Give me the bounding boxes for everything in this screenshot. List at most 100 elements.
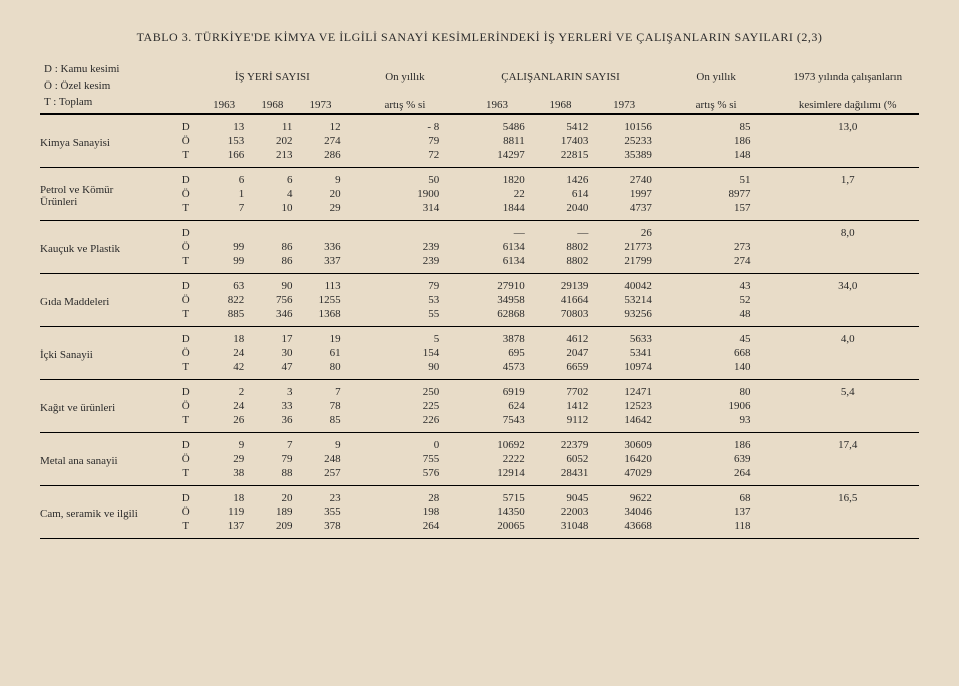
cell: 28431: [529, 466, 593, 486]
cell: [443, 326, 465, 346]
cell: [755, 505, 777, 519]
cell: [656, 307, 678, 327]
header-dist-top: 1973 yılında çalışanların: [776, 59, 919, 85]
cell: 24: [200, 399, 248, 413]
cell: 26: [200, 413, 248, 433]
cell: [443, 148, 465, 168]
cell: 86: [248, 240, 296, 254]
cell: 336: [296, 240, 344, 254]
cell: 264: [367, 519, 444, 539]
cell: [755, 432, 777, 452]
cell: [755, 134, 777, 148]
cell: 8811: [465, 134, 529, 148]
cell: [656, 220, 678, 240]
cell: 2740: [592, 167, 656, 187]
cell: 9112: [529, 413, 593, 433]
cell: 10692: [465, 432, 529, 452]
cell: 137: [200, 519, 248, 539]
cell: —: [465, 220, 529, 240]
sector-block: Kimya SanayisiD131112- 85486541210156851…: [40, 114, 919, 168]
cell: 337: [296, 254, 344, 274]
legend-d: D : Kamu kesimi: [44, 63, 119, 75]
cell: [656, 134, 678, 148]
cell: [345, 254, 367, 274]
cell: D: [172, 167, 200, 187]
sector-block: Metal ana sanayiiD9790106922237930609186…: [40, 432, 919, 485]
header-growth2-top: On yıllık: [678, 59, 755, 85]
cell: [367, 220, 444, 240]
cell: 7702: [529, 379, 593, 399]
cell: [656, 148, 678, 168]
cell: [345, 134, 367, 148]
cell: 2: [200, 379, 248, 399]
percent-cell: 16,5: [776, 485, 919, 538]
cell: 34958: [465, 293, 529, 307]
cell: 8802: [529, 254, 593, 274]
cell: 78: [296, 399, 344, 413]
cell: 346: [248, 307, 296, 327]
cell: Ö: [172, 452, 200, 466]
cell: 29: [200, 452, 248, 466]
cell: 225: [367, 399, 444, 413]
cell: 1820: [465, 167, 529, 187]
cell: 624: [465, 399, 529, 413]
cell: 378: [296, 519, 344, 539]
cell: 189: [248, 505, 296, 519]
cell: [656, 114, 678, 134]
cell: 3: [248, 379, 296, 399]
percent-cell: 34,0: [776, 273, 919, 326]
cell: [443, 220, 465, 240]
cell: 213: [248, 148, 296, 168]
table-row: Metal ana sanayiiD9790106922237930609186…: [40, 432, 919, 452]
cell: T: [172, 519, 200, 539]
cell: 18: [200, 485, 248, 505]
cell: 5486: [465, 114, 529, 134]
cell: 10974: [592, 360, 656, 380]
cell: 17403: [529, 134, 593, 148]
cell: 209: [248, 519, 296, 539]
percent-cell: 8,0: [776, 220, 919, 273]
cell: 355: [296, 505, 344, 519]
cell: [443, 399, 465, 413]
cell: 8977: [678, 187, 755, 201]
cell: 154: [367, 346, 444, 360]
cell: 186: [678, 134, 755, 148]
cell: D: [172, 114, 200, 134]
header-growth2-bot: artış % si: [678, 85, 755, 113]
cell: 30: [248, 346, 296, 360]
cell: 5341: [592, 346, 656, 360]
cell: 63: [200, 273, 248, 293]
sector-block: Kağıt ve ürünleriD2372506919770212471805…: [40, 379, 919, 432]
table-row: Kauçuk ve PlastikD——268,0: [40, 220, 919, 240]
cell: 20: [248, 485, 296, 505]
cell: T: [172, 148, 200, 168]
cell: 22379: [529, 432, 593, 452]
cell: T: [172, 413, 200, 433]
cell: 14642: [592, 413, 656, 433]
cell: T: [172, 307, 200, 327]
cell: T: [172, 254, 200, 274]
cell: 51: [678, 167, 755, 187]
cell: 88: [248, 466, 296, 486]
cell: [656, 519, 678, 539]
cell: [755, 273, 777, 293]
cell: 68: [678, 485, 755, 505]
cell: 119: [200, 505, 248, 519]
header-workplaces: İŞ YERİ SAYISI: [200, 59, 345, 85]
cell: 9045: [529, 485, 593, 505]
cell: 17: [248, 326, 296, 346]
cell: 2047: [529, 346, 593, 360]
cell: 3878: [465, 326, 529, 346]
cell: 668: [678, 346, 755, 360]
cell: [345, 148, 367, 168]
cell: 27910: [465, 273, 529, 293]
cell: 1: [200, 187, 248, 201]
cell: Ö: [172, 346, 200, 360]
cell: 8802: [529, 240, 593, 254]
cell: [755, 360, 777, 380]
cell: [345, 466, 367, 486]
cell: 93: [678, 413, 755, 433]
cell: 1426: [529, 167, 593, 187]
cell: 93256: [592, 307, 656, 327]
cell: [755, 399, 777, 413]
